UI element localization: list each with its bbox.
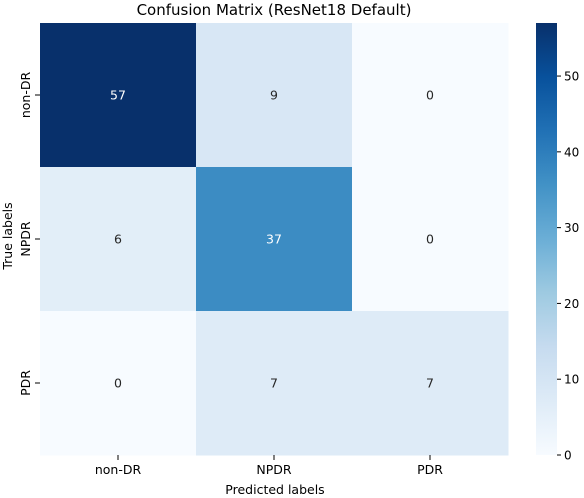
y-tick-label: PDR bbox=[18, 370, 33, 396]
heatmap-cell-value: 7 bbox=[426, 376, 434, 391]
y-axis-label: True labels bbox=[0, 202, 15, 270]
heatmap-cell bbox=[196, 23, 353, 168]
heatmap-cell-value: 0 bbox=[114, 376, 122, 391]
heatmap-cell-value: 9 bbox=[270, 88, 278, 103]
heatmap-cell bbox=[352, 23, 509, 168]
x-axis-label: Predicted labels bbox=[225, 482, 324, 497]
colorbar-tick-label: 0 bbox=[564, 449, 572, 463]
colorbar-tick-label: 50 bbox=[564, 70, 579, 84]
heatmap-cell-value: 0 bbox=[426, 88, 434, 103]
x-tick-label: PDR bbox=[417, 462, 443, 477]
heatmap-cell-value: 6 bbox=[114, 232, 122, 247]
heatmap-cell bbox=[352, 311, 509, 456]
heatmap-cell-labels: 57 9 0 6 37 0 0 7 7 bbox=[110, 88, 434, 391]
colorbar-tick-label: 30 bbox=[564, 221, 579, 235]
colorbar-tick-label: 40 bbox=[564, 145, 579, 159]
chart-title: Confusion Matrix (ResNet18 Default) bbox=[137, 1, 412, 19]
heatmap-cell-value: 0 bbox=[426, 232, 434, 247]
x-tick-label: non-DR bbox=[95, 462, 142, 477]
heatmap-cell-value: 57 bbox=[110, 88, 126, 103]
heatmap-cell bbox=[196, 311, 353, 456]
x-axis-ticks: non-DR NPDR PDR bbox=[95, 455, 443, 477]
heatmap-cell bbox=[40, 23, 197, 168]
heatmap-cell bbox=[196, 167, 353, 312]
colorbar-tick-label: 10 bbox=[564, 373, 579, 387]
x-tick-label: NPDR bbox=[256, 462, 292, 477]
colorbar bbox=[536, 23, 557, 455]
colorbar-ticks: 0 10 20 30 40 50 bbox=[557, 70, 579, 463]
heatmap-cell-value: 37 bbox=[266, 232, 282, 247]
y-tick-label: non-DR bbox=[18, 72, 33, 119]
y-tick-label: NPDR bbox=[18, 221, 33, 257]
heatmap-cell bbox=[40, 167, 197, 312]
y-axis-ticks: non-DR NPDR PDR bbox=[18, 72, 40, 396]
heatmap-cell-value: 7 bbox=[270, 376, 278, 391]
heatmap-cell bbox=[352, 167, 509, 312]
colorbar-tick-label: 20 bbox=[564, 297, 579, 311]
heatmap-cell bbox=[40, 311, 197, 456]
heatmap-cells bbox=[40, 23, 509, 456]
